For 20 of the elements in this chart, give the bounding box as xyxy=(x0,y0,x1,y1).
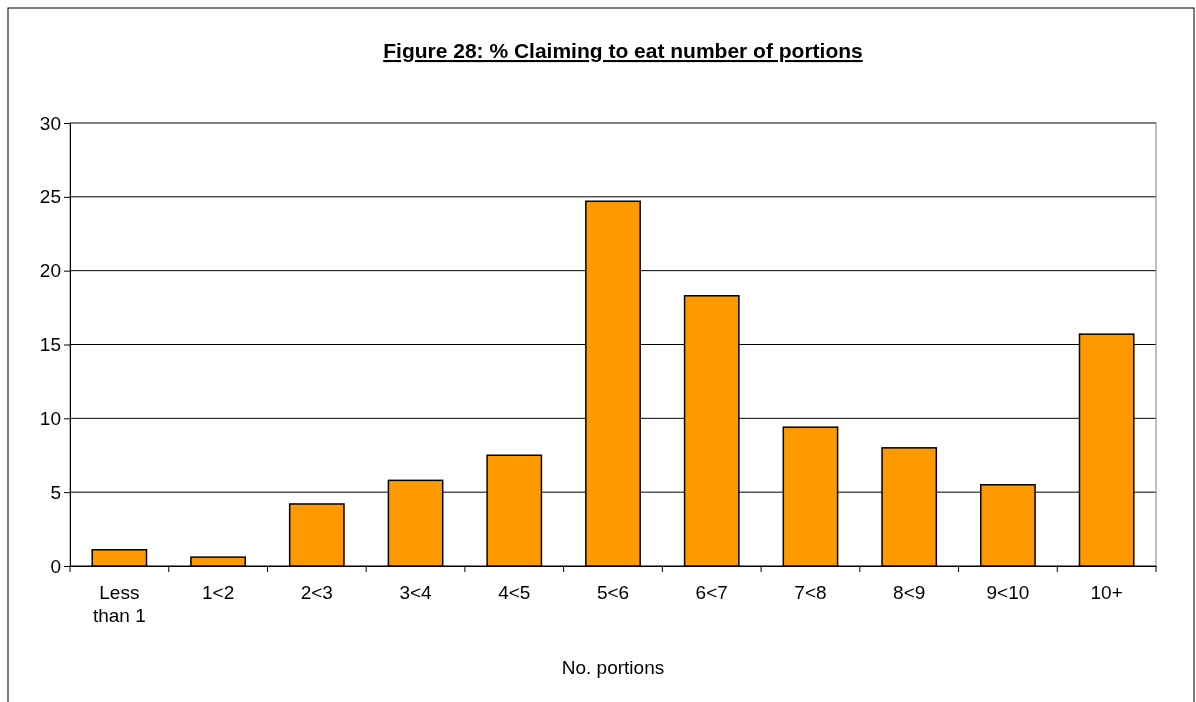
x-tick-label: 5<6 xyxy=(596,582,630,604)
x-tick-label: 8<9 xyxy=(893,582,926,604)
x-tick-label: 4<5 xyxy=(498,582,531,604)
x-tick-label: 9<10 xyxy=(986,582,1030,604)
x-tick-label: 10+ xyxy=(1090,582,1123,604)
x-tick-label: 2<3 xyxy=(300,582,333,604)
y-tick-label: 10 xyxy=(39,407,61,429)
y-tick-label: 5 xyxy=(50,481,61,503)
x-tick-label: 1<2 xyxy=(201,582,235,604)
x-tick-label: 3<4 xyxy=(399,582,433,604)
y-tick-label: 15 xyxy=(39,334,61,356)
x-tick-label: 6<7 xyxy=(695,582,728,604)
chart-title: Figure 28: % Claiming to eat number of portions xyxy=(383,39,863,62)
x-tick-label: 7<8 xyxy=(794,582,827,604)
x-axis-title: No. portions xyxy=(561,657,665,678)
y-tick-label: 0 xyxy=(50,555,61,577)
y-tick-label: 25 xyxy=(39,186,61,208)
y-tick-label: 30 xyxy=(39,112,61,134)
y-tick-label: 20 xyxy=(39,260,61,282)
x-tick-label: Less than 1 xyxy=(92,582,146,627)
